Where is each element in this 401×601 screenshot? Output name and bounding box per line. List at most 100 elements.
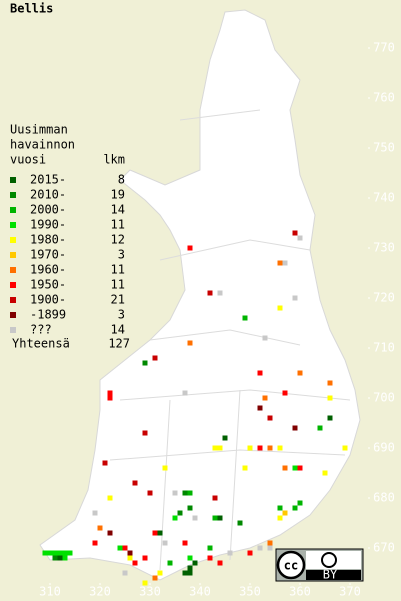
observation-square (277, 445, 283, 451)
observation-square (122, 570, 128, 576)
legend-label: 1990- (30, 218, 66, 232)
observation-square (62, 555, 68, 561)
legend-count: 3 (118, 308, 125, 322)
by-text: BY (323, 568, 338, 582)
observation-square (247, 550, 253, 556)
observation-square (327, 415, 333, 421)
observation-square (322, 470, 328, 476)
x-tick-label: 330 (139, 585, 161, 599)
observation-square (142, 430, 148, 436)
observation-square (327, 395, 333, 401)
legend-count: 3 (118, 248, 125, 262)
observation-square (282, 465, 288, 471)
y-tick-label: 690 (373, 441, 395, 455)
observation-square (327, 380, 333, 386)
observation-square (127, 550, 133, 556)
observation-square (142, 360, 148, 366)
observation-square (142, 555, 148, 561)
legend-swatch (10, 222, 16, 228)
observation-square (102, 460, 108, 466)
observation-square (282, 260, 288, 266)
observation-square (182, 540, 188, 546)
legend-swatch (10, 312, 16, 318)
observation-square (182, 570, 188, 576)
observation-square (262, 335, 268, 341)
y-tick-label: 730 (373, 241, 395, 255)
observation-square (152, 530, 158, 536)
legend-swatch (10, 297, 16, 303)
observation-square (292, 505, 298, 511)
observation-square (247, 445, 253, 451)
y-tick-label: 680 (373, 491, 395, 505)
observation-square (57, 555, 63, 561)
observation-square (107, 530, 113, 536)
legend-label: 1900- (30, 293, 66, 307)
y-tick-label: 770 (373, 41, 395, 55)
finland-outline (39, 9, 361, 581)
legend-label: 2000- (30, 203, 66, 217)
observation-square (117, 545, 123, 551)
observation-square (267, 545, 273, 551)
observation-square (187, 555, 193, 561)
observation-square (297, 500, 303, 506)
observation-square (227, 550, 233, 556)
observation-square (47, 550, 53, 556)
observation-square (267, 415, 273, 421)
legend-label: 1980- (30, 233, 66, 247)
observation-square (207, 545, 213, 551)
legend-heading: havainnon (10, 138, 75, 152)
y-tick-label: 720 (373, 291, 395, 305)
legend-label: -1899 (30, 308, 66, 322)
observation-square (92, 540, 98, 546)
observation-square (187, 490, 193, 496)
legend-swatch (10, 252, 16, 258)
observation-square (342, 445, 348, 451)
legend-swatch (10, 282, 16, 288)
observation-square (257, 370, 263, 376)
observation-square (107, 495, 113, 501)
observation-square (187, 340, 193, 346)
observation-square (292, 465, 298, 471)
x-tick-label: 310 (39, 585, 61, 599)
y-tick-label: 670 (373, 541, 395, 555)
observation-square (292, 425, 298, 431)
observation-square (192, 515, 198, 521)
legend-count: 8 (118, 173, 125, 187)
observation-square (277, 505, 283, 511)
observation-square (122, 545, 128, 551)
observation-square (172, 490, 178, 496)
observation-square (282, 390, 288, 396)
x-tick-label: 320 (89, 585, 111, 599)
legend-total-label: Yhteensä (12, 337, 70, 351)
by-icon (321, 552, 337, 568)
observation-square (52, 550, 58, 556)
legend-swatch (10, 267, 16, 273)
observation-square (212, 495, 218, 501)
legend-label: 1970- (30, 248, 66, 262)
y-tick-label: 750 (373, 141, 395, 155)
legend-swatch (10, 192, 16, 198)
observation-square (242, 315, 248, 321)
observation-square (222, 435, 228, 441)
legend-heading: Uusimman (10, 123, 68, 137)
observation-square (97, 525, 103, 531)
observation-square (107, 395, 113, 401)
observation-square (212, 445, 218, 451)
x-tick-label: 360 (289, 585, 311, 599)
x-tick-label: 350 (239, 585, 261, 599)
observation-square (267, 445, 273, 451)
observation-square (172, 515, 178, 521)
observation-square (257, 405, 263, 411)
license-badge: cc BY (275, 548, 364, 582)
observation-square (187, 570, 193, 576)
legend-count: 19 (111, 188, 125, 202)
observation-square (262, 395, 268, 401)
observation-square (132, 480, 138, 486)
legend-count: 14 (111, 323, 125, 337)
observation-square (42, 550, 48, 556)
observation-square (182, 490, 188, 496)
observation-square (52, 555, 58, 561)
legend-count: 21 (111, 293, 125, 307)
badge-strip (306, 570, 361, 580)
